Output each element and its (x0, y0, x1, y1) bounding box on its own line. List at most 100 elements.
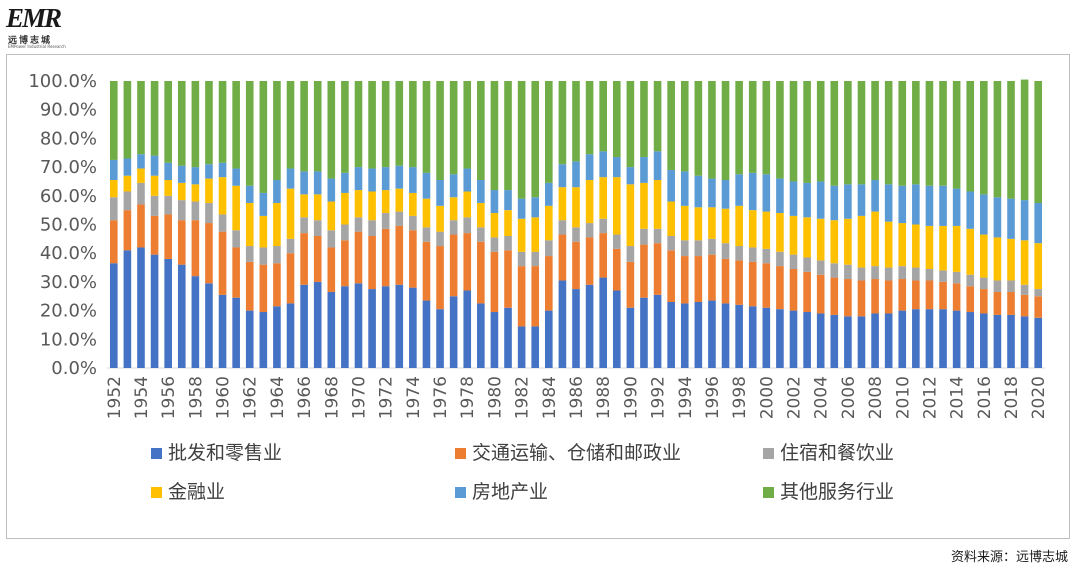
bar-segment-1958-1 (191, 276, 200, 368)
legend-swatch (151, 448, 162, 459)
bar-segment-1958-5 (191, 167, 200, 185)
bar-segment-2017-2 (993, 291, 1002, 315)
bar-segment-2012-2 (925, 280, 934, 310)
legend-label: 交通运输、仓储和邮政业 (472, 442, 681, 464)
bar-segment-1978-6 (463, 81, 472, 169)
bar-segment-1952-4 (109, 180, 118, 198)
x-tick-label: 1978 (458, 376, 478, 419)
bar-segment-2017-6 (993, 81, 1002, 198)
x-tick-label: 1988 (594, 376, 614, 419)
bar-segment-1964-4 (273, 202, 281, 247)
legend-label: 房地产业 (472, 481, 548, 503)
bar-segment-2001-6 (776, 81, 784, 179)
bar-segment-1953-5 (123, 158, 132, 176)
bar-segment-2002-1 (789, 310, 798, 368)
bar-segment-1966-2 (300, 233, 308, 285)
bar-segment-1976-2 (436, 246, 444, 310)
y-tick-label: 0.0% (51, 358, 97, 379)
bar-segment-1992-5 (653, 151, 662, 181)
bar-segment-1965-3 (286, 238, 295, 254)
bar-segment-1959-5 (205, 164, 213, 179)
bar-segment-2010-1 (898, 310, 907, 368)
x-tick-label: 1986 (567, 376, 587, 419)
bar-segment-1998-4 (735, 205, 743, 247)
bar-segment-1973-2 (395, 225, 404, 285)
bar-segment-2015-2 (966, 286, 975, 313)
bar-segment-1995-4 (694, 207, 703, 241)
bar-segment-1992-3 (653, 228, 662, 244)
bar-segment-1989-4 (612, 177, 621, 235)
bar-segment-1962-3 (245, 246, 254, 262)
bar-segment-2009-3 (884, 267, 893, 281)
bar-segment-1957-1 (177, 264, 186, 368)
bar-segment-1983-5 (531, 197, 540, 218)
bar-segment-1961-5 (232, 168, 240, 186)
bar-segment-1993-5 (667, 169, 675, 202)
bar-segment-1985-5 (558, 164, 567, 188)
bar-segment-1976-1 (436, 309, 444, 368)
bar-segment-1995-1 (694, 301, 703, 368)
bar-segment-1981-4 (504, 210, 512, 236)
y-tick-label: 50.0% (40, 215, 97, 236)
x-tick-label: 1960 (214, 376, 234, 419)
bar-segment-1999-1 (748, 306, 757, 368)
bar-segment-1967-6 (313, 81, 322, 172)
bar-segment-1952-1 (109, 263, 118, 368)
bar-segment-1962-6 (245, 81, 254, 186)
bar-segment-1966-4 (300, 194, 308, 218)
bar-segment-1979-3 (477, 227, 485, 242)
bar-segment-1959-4 (205, 178, 213, 203)
y-tick-label: 30.0% (40, 272, 97, 293)
bar-segment-1971-5 (368, 168, 376, 192)
x-tick-label: 2008 (866, 376, 886, 419)
legend-swatch (455, 487, 466, 498)
x-tick-label: 1968 (322, 376, 342, 419)
bar-segment-2004-5 (816, 181, 825, 219)
bar-segment-2005-4 (830, 220, 839, 264)
bar-segment-2011-1 (912, 309, 920, 368)
bar-segment-1996-5 (708, 178, 716, 208)
bar-segment-1994-3 (680, 240, 689, 257)
bar-segment-1998-1 (735, 304, 743, 368)
bar-segment-2009-5 (884, 184, 893, 222)
bar-segment-2020-4 (1034, 243, 1043, 290)
bar-segment-1974-3 (409, 215, 417, 231)
stacked-bar-chart: 0.0% 10.0% 20.0% 30.0% 40.0% 50.0% 60.0% 70.0% 8… (28, 71, 1049, 503)
bar-segment-1976-5 (436, 180, 444, 206)
bar-segment-2003-4 (803, 217, 811, 258)
bar-segment-1992-1 (653, 294, 662, 368)
bar-segment-1982-2 (517, 266, 526, 327)
y-tick-label: 20.0% (40, 301, 97, 322)
bar-segment-1984-4 (545, 205, 553, 241)
bar-segment-1982-4 (517, 218, 526, 252)
bar-segment-2014-1 (952, 310, 961, 368)
bar-segment-1982-1 (517, 326, 526, 368)
x-tick-label: 2020 (1029, 376, 1049, 419)
bar-segment-2018-5 (1007, 198, 1015, 239)
bar-segment-1985-1 (558, 280, 567, 368)
bar-segment-2006-5 (844, 184, 852, 219)
bar-segment-1980-2 (490, 251, 499, 313)
bar-segment-1962-2 (245, 261, 254, 311)
bar-segment-1970-5 (354, 167, 363, 191)
x-tick-label: 2010 (893, 376, 913, 419)
legend-label: 批发和零售业 (168, 442, 282, 464)
bar-segment-1971-2 (368, 235, 376, 290)
bar-segment-1958-2 (191, 220, 200, 277)
bar-segment-1990-3 (626, 246, 635, 262)
bar-segment-2012-3 (925, 268, 934, 281)
bar-segment-2019-1 (1020, 316, 1029, 368)
legend-swatch (151, 487, 162, 498)
x-tick-label: 1954 (132, 376, 152, 419)
bar-segment-1969-1 (341, 286, 349, 368)
bar-segment-2003-5 (803, 182, 811, 218)
bar-segment-1961-3 (232, 230, 240, 248)
bar-segment-2012-6 (925, 81, 934, 186)
x-tick-label: 2006 (839, 376, 859, 419)
bar-segment-1998-2 (735, 260, 743, 305)
bar-segment-2005-3 (830, 263, 839, 278)
bar-segment-1954-4 (137, 168, 145, 183)
x-tick-label: 1970 (349, 376, 369, 419)
bar-segment-1986-4 (572, 187, 580, 228)
bar-segment-2001-1 (776, 309, 784, 368)
